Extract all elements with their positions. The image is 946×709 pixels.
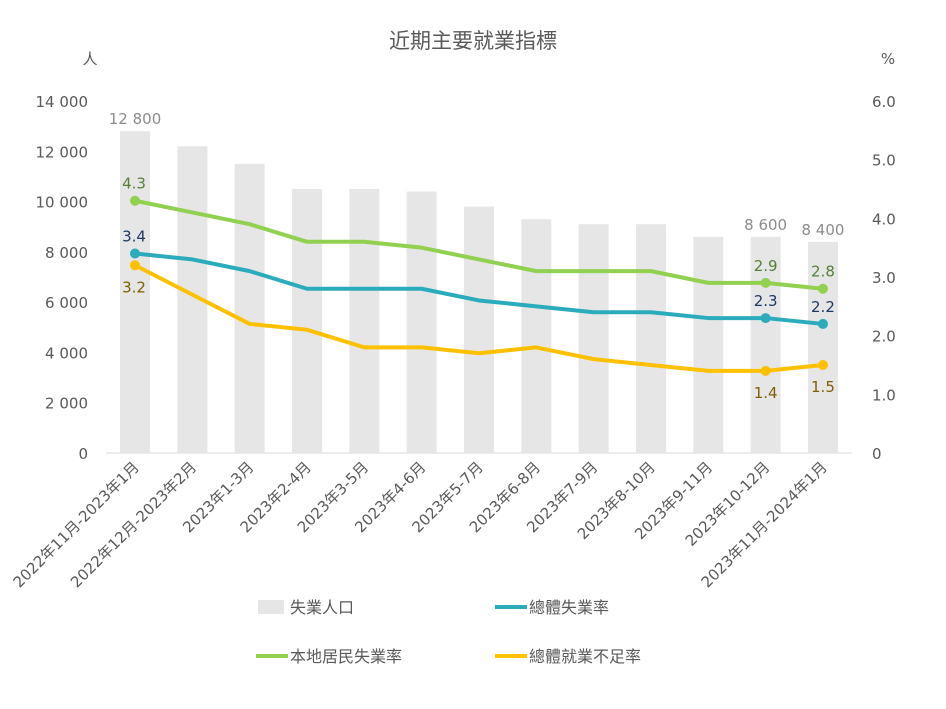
left-tick-label: 2 000 bbox=[45, 395, 88, 413]
legend-label: 總體就業不足率 bbox=[529, 647, 641, 666]
data-point bbox=[130, 260, 140, 271]
right-tick-label: 6.0 bbox=[872, 93, 896, 111]
bar bbox=[635, 224, 666, 453]
data-point bbox=[130, 248, 140, 259]
data-point bbox=[817, 318, 828, 329]
chart-title: 近期主要就業指標 bbox=[389, 29, 557, 53]
data-point bbox=[817, 360, 828, 370]
line-data-label: 2.3 bbox=[754, 292, 778, 310]
right-tick-label: 5.0 bbox=[872, 152, 896, 170]
legend-label: 失業人口 bbox=[290, 598, 354, 617]
bar bbox=[406, 191, 437, 453]
legend-label: 本地居民失業率 bbox=[290, 647, 402, 666]
right-tick-label: 4.0 bbox=[872, 210, 896, 228]
bar bbox=[750, 236, 781, 453]
series-line bbox=[134, 198, 824, 291]
data-point bbox=[760, 277, 771, 288]
right-axis: 0 1.0 2.0 3.0 4.0 5.0 6.0 bbox=[872, 93, 896, 463]
bars bbox=[120, 131, 838, 453]
right-tick-label: 3.0 bbox=[872, 269, 896, 287]
data-point bbox=[130, 195, 140, 206]
bar bbox=[807, 241, 838, 453]
bar bbox=[521, 219, 552, 453]
right-tick-label: 1.0 bbox=[872, 386, 896, 404]
line-data-label: 3.2 bbox=[122, 278, 146, 296]
right-axis-unit: % bbox=[881, 50, 895, 68]
line-data-label: 2.9 bbox=[754, 257, 778, 275]
left-tick-label: 14 000 bbox=[36, 93, 89, 111]
right-tick-label: 2.0 bbox=[872, 328, 896, 346]
line-data-label: 1.5 bbox=[811, 378, 835, 396]
left-tick-label: 0 bbox=[78, 445, 88, 463]
legend-swatch bbox=[258, 600, 284, 614]
line-data-label: 1.4 bbox=[754, 384, 778, 402]
line-data-label: 3.4 bbox=[122, 228, 146, 246]
right-tick-label: 0 bbox=[872, 445, 882, 463]
bar bbox=[120, 131, 150, 453]
line-data-label: 2.2 bbox=[811, 298, 835, 316]
lines bbox=[130, 195, 828, 376]
line-data-label: 4.3 bbox=[122, 175, 146, 193]
bar bbox=[349, 189, 380, 453]
x-axis: 2022年11月-2023年1月2022年12月-2023年2月2023年1-3… bbox=[10, 458, 831, 591]
line-data-label: 2.8 bbox=[811, 263, 835, 281]
data-point bbox=[760, 365, 771, 376]
left-axis-unit: 人 bbox=[82, 50, 97, 68]
bar bbox=[463, 206, 494, 453]
left-axis: 0 2 000 4 000 6 000 8 000 10 000 12 000 14 000 bbox=[36, 93, 89, 463]
bar-data-label: 8 600 bbox=[744, 216, 787, 234]
data-labels: 12 800 8 600 8 400 3.4 2.3 2.2 4.3 2.9 2.8 3.2 1.4… bbox=[109, 110, 845, 402]
data-point bbox=[817, 283, 828, 294]
bar-data-label: 8 400 bbox=[801, 221, 844, 239]
bar-data-label: 12 800 bbox=[109, 110, 162, 128]
legend-label: 總體失業率 bbox=[529, 598, 609, 617]
bar bbox=[234, 163, 265, 453]
bar bbox=[578, 224, 609, 453]
left-tick-label: 6 000 bbox=[45, 294, 88, 312]
left-tick-label: 4 000 bbox=[45, 344, 88, 362]
series-line bbox=[134, 263, 824, 373]
left-tick-label: 10 000 bbox=[36, 194, 89, 212]
series-line bbox=[134, 251, 824, 326]
left-tick-label: 8 000 bbox=[45, 244, 88, 262]
data-point bbox=[760, 313, 771, 324]
left-tick-label: 12 000 bbox=[36, 143, 89, 161]
bar bbox=[291, 189, 322, 453]
bar bbox=[693, 236, 724, 453]
